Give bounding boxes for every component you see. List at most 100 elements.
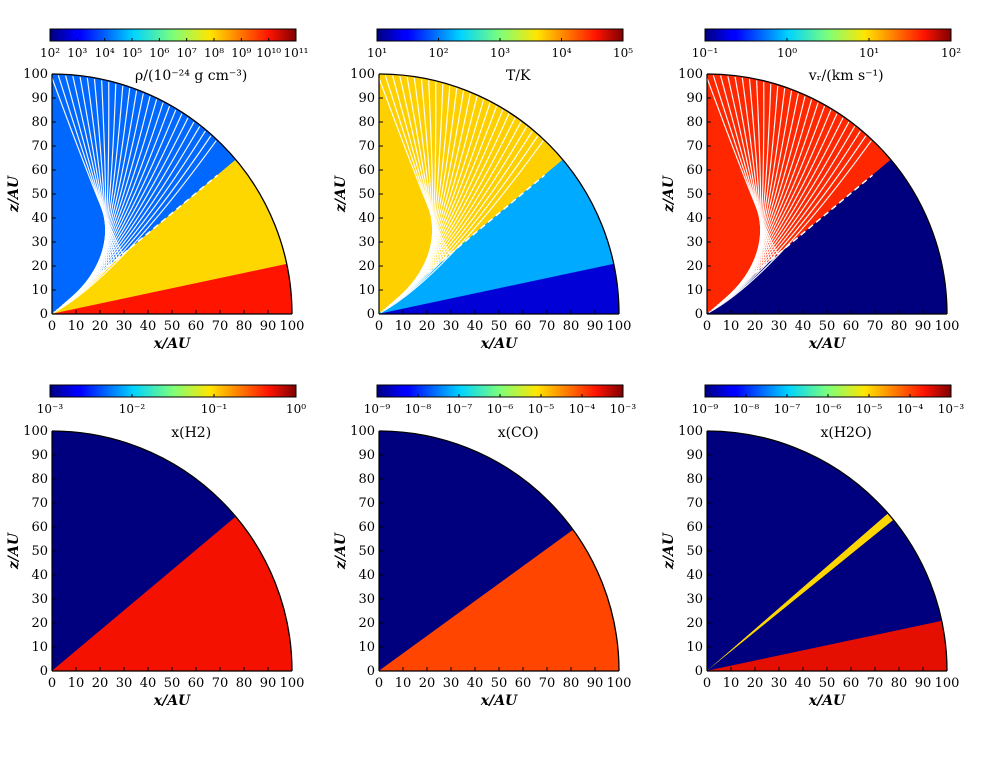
colorbar-tick-label: 10⁻³ — [610, 402, 637, 416]
y-tick-label: 50 — [358, 544, 375, 559]
y-tick-label: 90 — [686, 91, 703, 106]
streamline — [91, 88, 131, 281]
x-tick-label: 40 — [467, 676, 484, 691]
y-tick-label: 90 — [31, 448, 48, 463]
streamline — [418, 88, 458, 281]
x-tick-label: 80 — [236, 676, 253, 691]
y-tick-label: 0 — [695, 664, 703, 679]
streamline — [746, 88, 786, 281]
streamline — [59, 130, 206, 309]
x-tick-label: 70 — [539, 676, 556, 691]
colorbar: 10⁻³ 10⁻² 10⁻¹ 10⁰ — [37, 384, 306, 416]
colorbar-tick-label: 10² — [428, 46, 448, 60]
streamlines — [377, 74, 545, 313]
domain-boundary — [706, 430, 948, 672]
streamline — [89, 90, 138, 283]
panel-label: x(H2) — [171, 425, 211, 441]
y-axis-label: z/AU — [6, 175, 22, 213]
colorbar-tick-label: 10⁻⁷ — [446, 402, 473, 416]
x-tick-label: 70 — [539, 319, 556, 334]
colorbar-tick-label: 10⁻³ — [37, 402, 64, 416]
x-axis-label: x/AU — [480, 336, 518, 352]
x-tick-label: 0 — [375, 319, 383, 334]
x-tick-label: 20 — [92, 676, 109, 691]
y-tick-label: 70 — [358, 496, 375, 511]
y-tick-label: 50 — [31, 187, 48, 202]
x-tick-label: 30 — [771, 319, 788, 334]
x-tick-label: 50 — [819, 319, 836, 334]
x-tick-label: 10 — [68, 676, 85, 691]
y-tick-label: 60 — [358, 520, 375, 535]
streamline — [64, 75, 118, 260]
streamline — [719, 75, 773, 260]
x-axis-label: x/AU — [153, 336, 191, 352]
sonic-surface-dashed — [746, 174, 873, 281]
streamline — [734, 76, 768, 264]
streamline — [749, 85, 779, 278]
y-axis-label: z/AU — [6, 532, 22, 570]
y-tick-label: 60 — [686, 520, 703, 535]
y-tick-label: 30 — [31, 235, 48, 250]
y-tick-label: 50 — [686, 187, 703, 202]
streamline — [421, 85, 451, 278]
colorbar: 10² 10³ 10⁴ 10⁵ 10⁶ 10⁷ 10⁸ 10⁹ 10¹⁰ 10¹¹ — [40, 28, 308, 60]
streamline — [406, 76, 440, 264]
y-tick-label: 90 — [358, 448, 375, 463]
x-tick-label: 20 — [419, 319, 436, 334]
y-tick-label: 70 — [31, 139, 48, 154]
y-tick-label: 50 — [686, 544, 703, 559]
colorbar-tick-label: 10⁷ — [177, 46, 197, 60]
streamline — [384, 75, 448, 258]
axes: 0 10 20 30 40 50 60 70 80 90 100010203040506070809… — [6, 67, 304, 352]
x-tick-label: 20 — [92, 319, 109, 334]
regions — [706, 73, 948, 315]
x-tick-label: 30 — [771, 676, 788, 691]
streamline — [100, 82, 110, 274]
x-tick-label: 0 — [48, 319, 56, 334]
x-tick-label: 60 — [188, 319, 205, 334]
streamline — [748, 78, 763, 269]
colorbar: 10⁻¹ 10⁰ 10¹ 10² — [692, 28, 961, 60]
streamline — [741, 77, 765, 267]
colorbar-tick-label: 10³ — [490, 46, 510, 60]
y-tick-label: 20 — [686, 259, 703, 274]
streamline — [756, 80, 762, 271]
colorbar-tick-label: 10⁴ — [551, 46, 571, 60]
colorbar-tick-label: 10² — [40, 46, 60, 60]
sonic-surface-dashed — [418, 174, 545, 281]
y-tick-label: 60 — [358, 163, 375, 178]
y-tick-label: 40 — [686, 568, 703, 583]
streamline — [94, 85, 124, 278]
colorbar-tick-label: 10⁰ — [777, 46, 797, 60]
x-tick-label: 80 — [891, 319, 908, 334]
streamline — [755, 82, 765, 274]
x-tick-label: 50 — [164, 676, 181, 691]
y-tick-label: 80 — [358, 472, 375, 487]
x-tick-label: 40 — [795, 676, 812, 691]
streamline — [712, 75, 776, 258]
colorbar-tick-label: 10⁵ — [122, 46, 142, 60]
streamline — [83, 96, 151, 288]
streamline — [383, 135, 539, 311]
x-tick-label: 50 — [819, 676, 836, 691]
y-tick-label: 0 — [40, 664, 48, 679]
y-tick-label: 70 — [686, 139, 703, 154]
streamlines — [705, 74, 873, 313]
x-tick-label: 0 — [703, 676, 711, 691]
axes: 0 10 20 30 40 50 60 70 80 90 100010203040506070809… — [6, 424, 304, 709]
x-tick-label: 80 — [563, 319, 580, 334]
y-tick-label: 30 — [686, 592, 703, 607]
streamline — [377, 74, 451, 255]
regions — [706, 430, 948, 672]
colorbar-tick-label: 10⁴ — [95, 46, 115, 60]
x-tick-label: 100 — [280, 676, 305, 691]
x-tick-label: 60 — [188, 676, 205, 691]
y-axis-label: z/AU — [333, 532, 349, 570]
axes: 0 10 20 30 40 50 60 70 80 90 100010203040506070809… — [333, 67, 631, 352]
x-tick-label: 30 — [116, 676, 133, 691]
x-tick-label: 60 — [515, 676, 532, 691]
y-tick-label: 10 — [31, 283, 48, 298]
y-axis-label: z/AU — [661, 175, 677, 213]
y-tick-label: 20 — [31, 616, 48, 631]
x-tick-label: 50 — [164, 319, 181, 334]
